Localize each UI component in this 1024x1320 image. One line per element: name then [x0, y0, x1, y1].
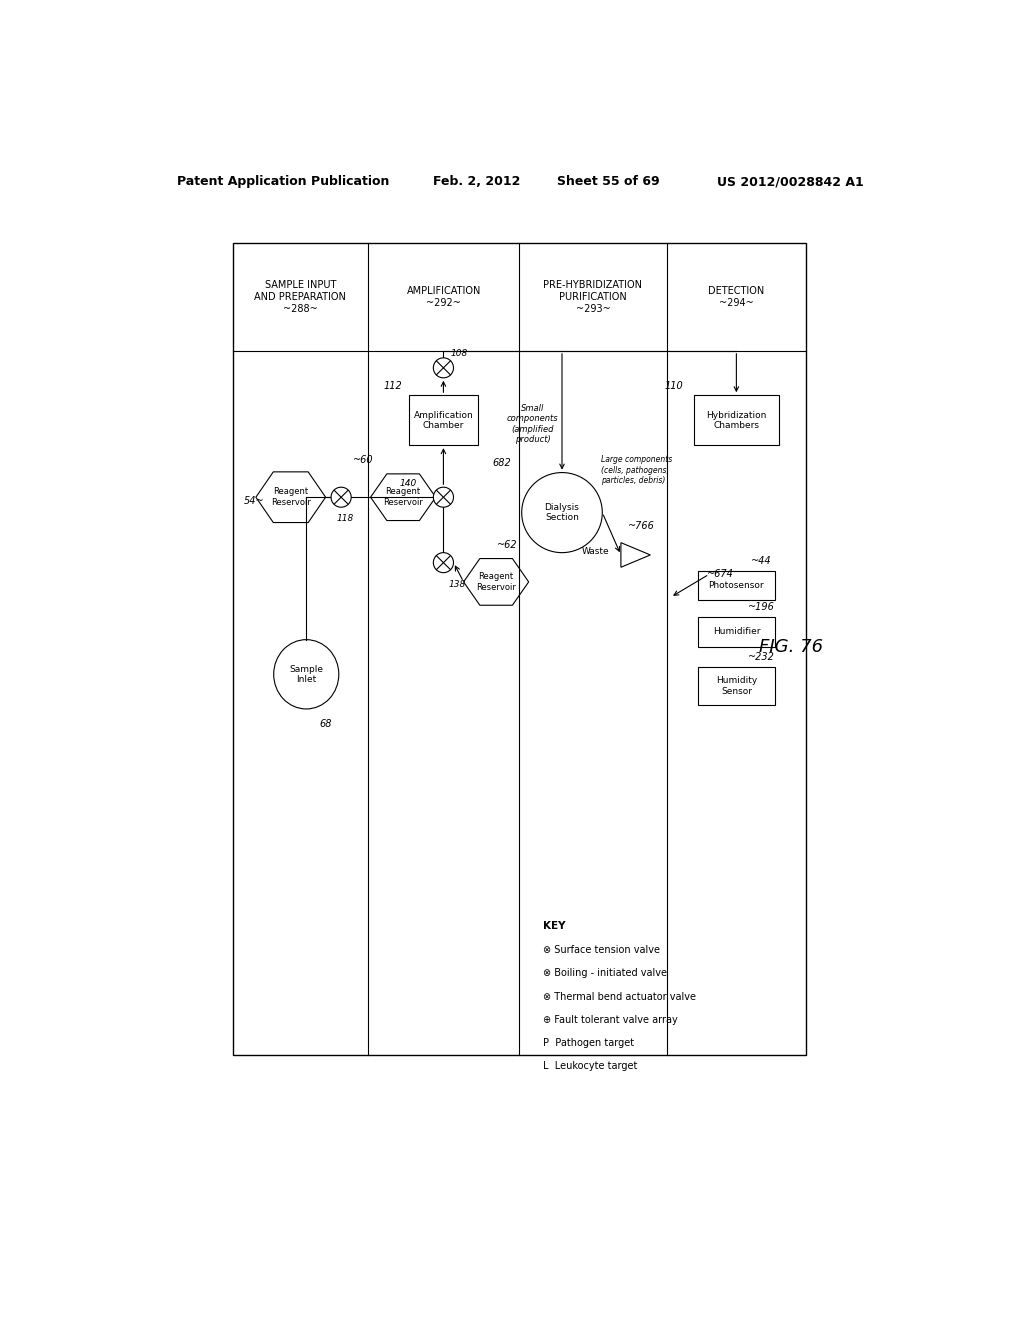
- Text: ~766: ~766: [629, 520, 655, 531]
- Text: Humidifier: Humidifier: [713, 627, 760, 636]
- Text: 54~: 54~: [245, 496, 265, 506]
- Polygon shape: [464, 558, 528, 606]
- Text: Reagent
Reservoir: Reagent Reservoir: [476, 572, 516, 591]
- Text: ~60: ~60: [352, 455, 373, 465]
- Text: P  Pathogen target: P Pathogen target: [543, 1038, 634, 1048]
- Text: US 2012/0028842 A1: US 2012/0028842 A1: [717, 176, 864, 187]
- Text: ⊗ Boiling - initiated valve: ⊗ Boiling - initiated valve: [543, 969, 667, 978]
- Text: Feb. 2, 2012: Feb. 2, 2012: [433, 176, 520, 187]
- Ellipse shape: [273, 640, 339, 709]
- Text: Sample
Inlet: Sample Inlet: [289, 664, 324, 684]
- Circle shape: [433, 487, 454, 507]
- Text: Sheet 55 of 69: Sheet 55 of 69: [557, 176, 659, 187]
- Polygon shape: [621, 543, 650, 568]
- Text: Reagent
Reservoir: Reagent Reservoir: [383, 487, 423, 507]
- Text: PRE-HYBRIDIZATION
PURIFICATION
~293~: PRE-HYBRIDIZATION PURIFICATION ~293~: [544, 280, 642, 314]
- Text: L  Leukocyte target: L Leukocyte target: [543, 1061, 637, 1071]
- FancyBboxPatch shape: [409, 395, 478, 445]
- Text: 112: 112: [384, 380, 402, 391]
- Text: ⊕ Fault tolerant valve array: ⊕ Fault tolerant valve array: [543, 1015, 677, 1024]
- Circle shape: [331, 487, 351, 507]
- Polygon shape: [256, 471, 326, 523]
- Text: 682: 682: [493, 458, 511, 467]
- Text: Dialysis
Section: Dialysis Section: [545, 503, 580, 523]
- Text: 68: 68: [319, 719, 332, 730]
- Circle shape: [433, 358, 454, 378]
- FancyBboxPatch shape: [697, 618, 775, 647]
- Text: 110: 110: [665, 380, 684, 391]
- Text: ~232: ~232: [748, 652, 774, 661]
- Text: AMPLIFICATION
~292~: AMPLIFICATION ~292~: [407, 286, 481, 308]
- FancyBboxPatch shape: [697, 667, 775, 705]
- Text: 140: 140: [400, 479, 417, 488]
- Text: Hybridization
Chambers: Hybridization Chambers: [707, 411, 767, 430]
- Text: FIG. 76: FIG. 76: [759, 639, 822, 656]
- Text: Waste: Waste: [582, 548, 609, 556]
- Text: 118: 118: [336, 515, 353, 523]
- Text: SAMPLE INPUT
AND PREPARATION
~288~: SAMPLE INPUT AND PREPARATION ~288~: [255, 280, 346, 314]
- FancyBboxPatch shape: [697, 572, 775, 601]
- Text: ~674: ~674: [708, 569, 734, 579]
- Text: Photosensor: Photosensor: [709, 581, 764, 590]
- Text: DETECTION
~294~: DETECTION ~294~: [709, 286, 765, 308]
- Text: 138: 138: [449, 579, 466, 589]
- Text: ~62: ~62: [498, 540, 518, 550]
- FancyBboxPatch shape: [232, 243, 806, 1056]
- FancyBboxPatch shape: [693, 395, 779, 445]
- Text: Large components
(cells, pathogens,
particles, debris): Large components (cells, pathogens, part…: [601, 455, 672, 486]
- Text: Amplification
Chamber: Amplification Chamber: [414, 411, 473, 430]
- Text: Humidity
Sensor: Humidity Sensor: [716, 676, 757, 696]
- Text: ~44: ~44: [751, 556, 771, 566]
- Text: KEY: KEY: [543, 921, 565, 931]
- Ellipse shape: [521, 473, 602, 553]
- Polygon shape: [371, 474, 435, 520]
- Text: Reagent
Reservoir: Reagent Reservoir: [270, 487, 310, 507]
- Text: ⊗ Thermal bend actuator valve: ⊗ Thermal bend actuator valve: [543, 991, 695, 1002]
- Text: ~196: ~196: [748, 602, 774, 612]
- Text: Small
components
(amplified
product): Small components (amplified product): [507, 404, 558, 444]
- Text: Patent Application Publication: Patent Application Publication: [177, 176, 389, 187]
- Text: ⊗ Surface tension valve: ⊗ Surface tension valve: [543, 945, 659, 956]
- Circle shape: [433, 553, 454, 573]
- Text: 108: 108: [451, 350, 468, 359]
